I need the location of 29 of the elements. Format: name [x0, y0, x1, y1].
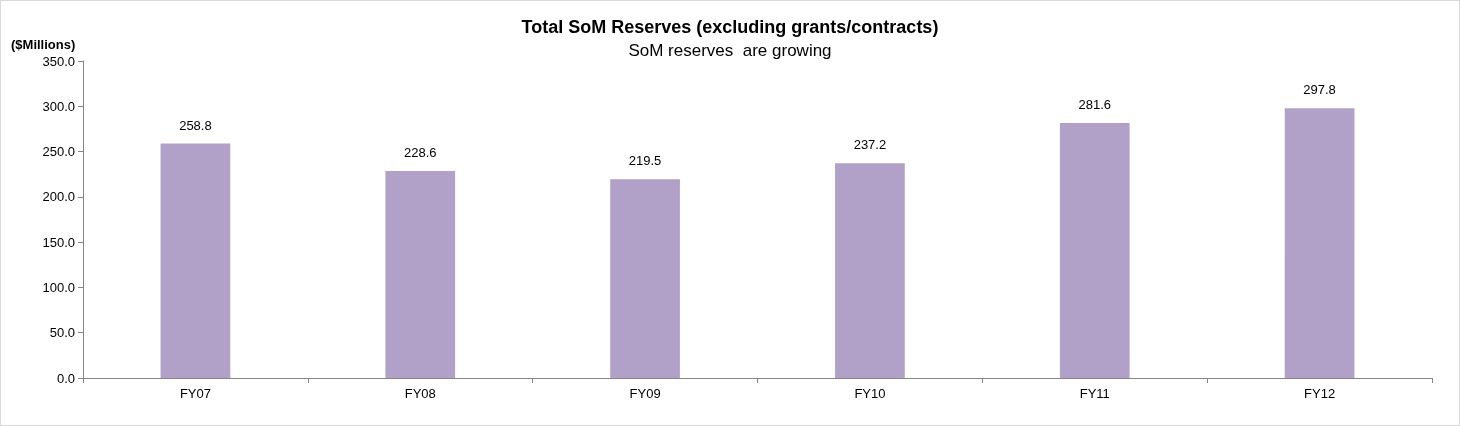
bar [1284, 108, 1355, 378]
chart-title: Total SoM Reserves (excluding grants/contracts) [521, 17, 939, 37]
y-axis-title: ($Millions) [11, 37, 76, 52]
y-tick-label: 0.0 [56, 370, 75, 386]
y-tick-label: 300.0 [42, 98, 75, 114]
y-tick-label: 50.0 [49, 325, 75, 341]
data-label: 219.5 [628, 153, 662, 169]
data-label: 281.6 [1078, 96, 1112, 112]
data-label: 258.8 [179, 117, 212, 133]
y-tick-label: 100.0 [42, 279, 75, 295]
x-tick-label: FY10 [854, 386, 886, 401]
y-tick-label: 350.0 [42, 53, 75, 69]
y-tick-label: 250.0 [42, 144, 75, 160]
bar [160, 143, 231, 378]
x-tick-label: FY11 [1079, 386, 1110, 401]
x-tick-label: FY07 [179, 386, 211, 401]
x-tick-label: FY12 [1304, 386, 1336, 401]
bar [385, 170, 456, 378]
x-tick-label: FY09 [629, 386, 661, 401]
x-tick-label: FY08 [404, 386, 436, 401]
bar [835, 163, 905, 378]
y-tick-label: 150.0 [42, 234, 75, 250]
data-label: 297.8 [1303, 82, 1336, 98]
data-label: 228.6 [403, 144, 437, 160]
bar [1059, 122, 1130, 378]
bar [610, 179, 680, 378]
data-label: 237.2 [853, 137, 887, 153]
y-tick-label: 200.0 [42, 189, 75, 205]
chart-subtitle: SoM reserves are growing [628, 41, 832, 60]
